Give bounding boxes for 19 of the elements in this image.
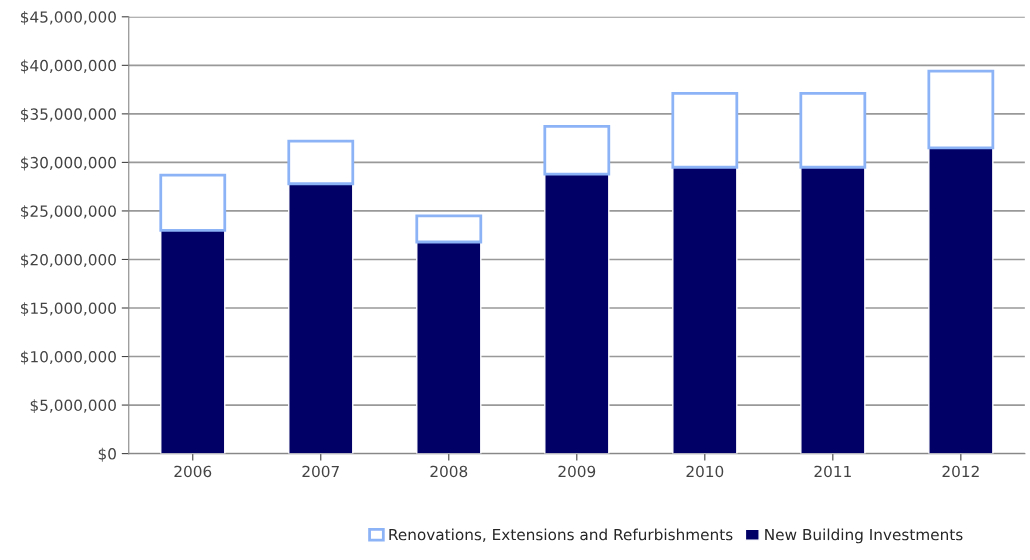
legend-label: New Building Investments: [765, 528, 963, 544]
x-tick-label: 2011: [814, 465, 851, 478]
x-tick-label: 2006: [174, 465, 212, 478]
x-tick-label: 2009: [558, 465, 596, 478]
y-tick-label: $20,000,000: [21, 253, 116, 268]
x-tick-label: 2007: [302, 465, 339, 478]
x-tick-label: 2010: [686, 465, 724, 478]
y-tick-label: $40,000,000: [21, 59, 116, 74]
y-tick-label: $30,000,000: [21, 156, 116, 171]
legend-label: Renovations, Extensions and Refurbishments: [389, 528, 733, 542]
y-tick-label: $15,000,000: [21, 302, 116, 317]
y-tick-label: $45,000,000: [21, 11, 116, 25]
y-tick-label: $5,000,000: [30, 399, 116, 414]
y-tick-label: $35,000,000: [21, 108, 116, 122]
y-tick-label: $25,000,000: [21, 205, 116, 219]
x-tick-label: 2008: [430, 465, 468, 478]
y-tick-label: $0: [98, 447, 116, 462]
y-tick-label: $10,000,000: [21, 350, 116, 365]
x-tick-label: 2012: [942, 465, 979, 478]
